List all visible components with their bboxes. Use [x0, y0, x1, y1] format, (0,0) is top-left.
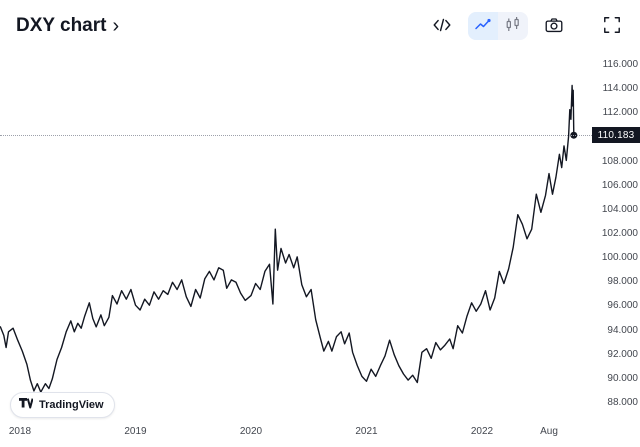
price-scale-label: 98.000	[607, 276, 638, 288]
last-price-dot	[570, 131, 578, 139]
candlestick-icon	[504, 16, 522, 37]
time-scale-label: 2018	[8, 426, 32, 437]
chart-canvas[interactable]	[0, 52, 592, 447]
code-icon	[432, 15, 452, 38]
tradingview-logo-icon	[19, 396, 34, 415]
candles-style-button[interactable]	[498, 12, 528, 40]
toolbar	[428, 12, 626, 40]
time-scale-label: 2019	[124, 426, 147, 437]
tradingview-logo-link[interactable]: TradingView	[10, 392, 115, 418]
time-scale-label: 2021	[355, 426, 378, 437]
page-title: DXY chart	[16, 15, 107, 36]
price-scale-label: 90.000	[607, 372, 638, 384]
price-scale-label: 108.000	[601, 155, 638, 167]
price-scale-label: 112.000	[602, 107, 638, 119]
price-scale-label: 102.000	[601, 227, 638, 239]
price-scale[interactable]: 116.000114.000112.000110.000108.000106.0…	[592, 52, 640, 447]
embed-code-button[interactable]	[428, 12, 456, 40]
price-scale-label: 106.000	[601, 179, 638, 191]
time-scale-label: 2022	[470, 426, 494, 437]
time-scale-label: Aug	[540, 426, 558, 437]
price-scale-label: 116.000	[602, 59, 638, 70]
time-scale[interactable]: 2018 2019 2020 2021 2022 Aug	[0, 52, 592, 447]
snapshot-button[interactable]	[540, 12, 568, 40]
fullscreen-button[interactable]	[598, 12, 626, 40]
price-scale-label: 92.000	[607, 348, 638, 360]
current-price-badge: 110.183	[592, 127, 640, 144]
price-scale-label: 88.000	[607, 396, 638, 408]
price-scale-label: 100.000	[601, 252, 638, 264]
price-scale-label: 94.000	[607, 324, 638, 336]
time-scale-label: 2020	[239, 426, 263, 437]
line-chart-icon	[474, 16, 492, 37]
tradingview-logo-text: TradingView	[39, 399, 104, 411]
symbol-title-link[interactable]: DXY chart ›	[16, 15, 119, 37]
widget-header: DXY chart ›	[0, 0, 640, 52]
price-scale-label: 96.000	[607, 300, 638, 312]
price-series-line	[0, 84, 575, 393]
chart-region: 2018 2019 2020 2021 2022 Aug 116.000 114.000 11…	[0, 52, 640, 447]
chevron-right-icon: ›	[112, 15, 120, 37]
price-scale-label: 114.000	[602, 83, 638, 95]
camera-icon	[544, 15, 564, 38]
price-scale-label: 104.000	[601, 203, 638, 215]
fullscreen-icon	[602, 15, 622, 38]
chart-style-toggle	[468, 12, 528, 40]
current-price-line	[0, 135, 592, 137]
line-style-button[interactable]	[468, 12, 498, 40]
